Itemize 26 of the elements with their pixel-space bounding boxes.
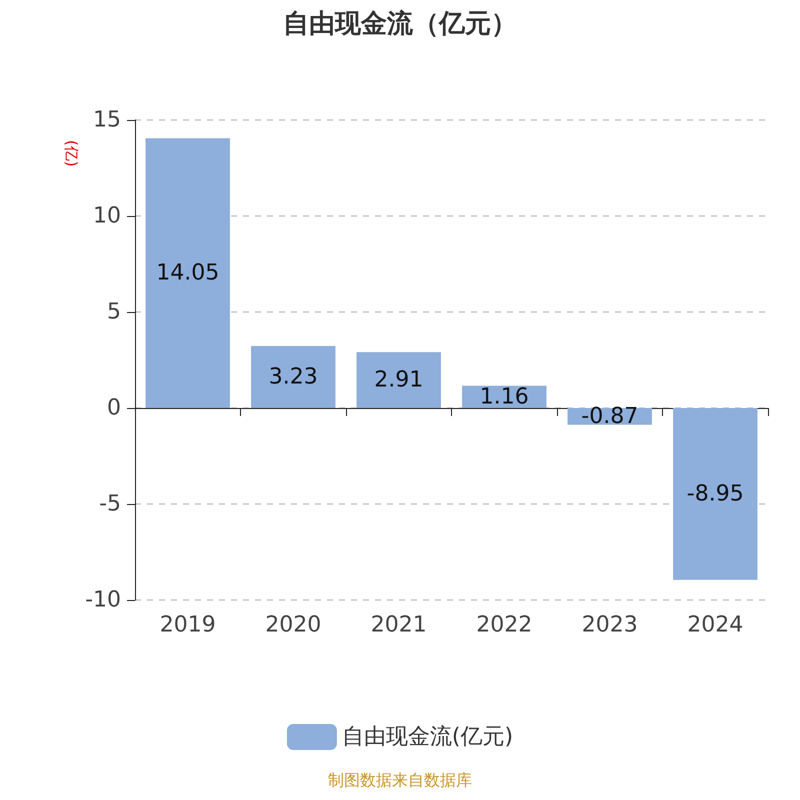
bar bbox=[251, 346, 336, 408]
y-tick-label: 15 bbox=[93, 108, 121, 132]
data-label: -0.87 bbox=[581, 404, 638, 429]
data-label: 3.23 bbox=[268, 364, 318, 390]
text: 制图数据来自数据库 bbox=[328, 770, 472, 790]
x-tick-label: 2019 bbox=[160, 612, 216, 638]
bar bbox=[356, 352, 441, 408]
data-label: -8.95 bbox=[686, 481, 744, 506]
data-label: 14.05 bbox=[156, 260, 220, 286]
y-tick-label: 10 bbox=[93, 204, 121, 228]
y-tick-label: 5 bbox=[107, 300, 121, 324]
x-tick-label: 2024 bbox=[687, 612, 744, 638]
data-label: 1.16 bbox=[480, 384, 529, 410]
x-tick-label: 2021 bbox=[370, 612, 427, 638]
y-tick-label: 0 bbox=[107, 396, 121, 420]
legend-label: 自由现金流(亿元) bbox=[342, 724, 514, 750]
x-tick-label: 2023 bbox=[582, 612, 638, 638]
chart-title: 自由现金流（亿元） bbox=[283, 9, 517, 39]
y-tick-label: -5 bbox=[99, 492, 121, 516]
x-tick-label: 2020 bbox=[265, 612, 322, 638]
bar bbox=[146, 138, 230, 408]
y-tick-label: -10 bbox=[85, 588, 121, 612]
y-axis-title: (亿) bbox=[62, 140, 80, 167]
x-tick-label: 2022 bbox=[476, 612, 532, 638]
data-label: 2.91 bbox=[374, 368, 424, 393]
bar bbox=[673, 408, 758, 580]
